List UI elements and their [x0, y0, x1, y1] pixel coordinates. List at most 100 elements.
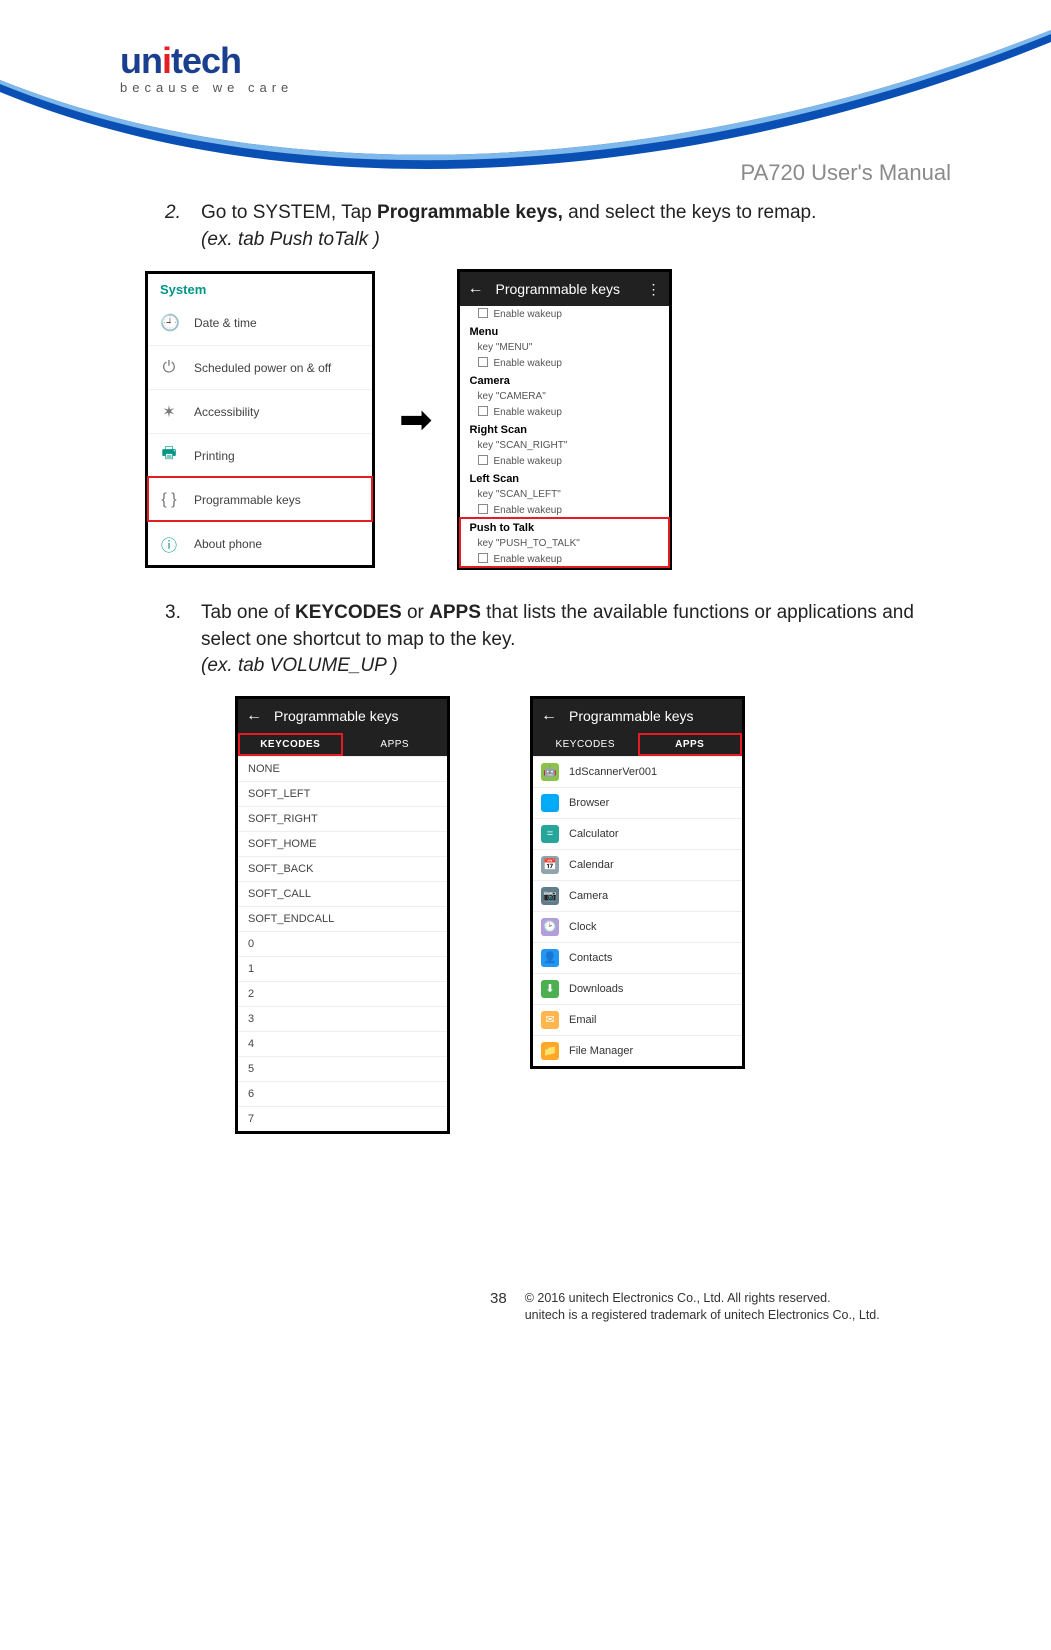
settings-row[interactable]: ⏻ Scheduled power on & off	[148, 345, 372, 389]
app-row[interactable]: ✉Email	[533, 1004, 742, 1035]
keycode-row[interactable]: SOFT_RIGHT	[238, 806, 447, 831]
logo: unitech because we care	[120, 40, 293, 95]
keycode-row[interactable]: 5	[238, 1056, 447, 1081]
keys-icon: { }	[160, 491, 178, 509]
key-group[interactable]: Right Scankey "SCAN_RIGHT"Enable wakeup	[460, 420, 669, 469]
accessibility-icon: ✶	[160, 402, 178, 422]
key-group-mapping: key "SCAN_RIGHT"	[460, 438, 669, 453]
copyright-line-2: unitech is a registered trademark of uni…	[525, 1308, 880, 1322]
keycode-row[interactable]: SOFT_BACK	[238, 856, 447, 881]
keycode-row[interactable]: SOFT_ENDCALL	[238, 906, 447, 931]
logo-word-1: un	[120, 40, 162, 81]
app-row-label: Downloads	[569, 983, 623, 995]
tab-keycodes[interactable]: KEYCODES	[238, 733, 343, 756]
back-icon[interactable]: ←	[541, 707, 557, 725]
back-icon[interactable]: ←	[468, 280, 484, 298]
key-group[interactable]: Menukey "MENU"Enable wakeup	[460, 322, 669, 371]
copyright: © 2016 unitech Electronics Co., Ltd. All…	[525, 1290, 880, 1324]
app-row-label: Contacts	[569, 952, 612, 964]
checkbox-icon[interactable]	[478, 504, 488, 514]
page-header: unitech because we care PA720 User's Man…	[0, 0, 1051, 200]
footer: 38 © 2016 unitech Electronics Co., Ltd. …	[0, 1290, 1051, 1324]
app-icon: 📅	[541, 856, 559, 874]
tab-apps[interactable]: APPS	[638, 733, 743, 756]
back-icon[interactable]: ←	[246, 707, 262, 725]
app-icon: 🤖	[541, 763, 559, 781]
settings-row[interactable]: { } Programmable keys	[148, 477, 372, 521]
app-row[interactable]: 📅 Calendar	[533, 849, 742, 880]
app-icon: 🌐	[541, 794, 559, 812]
key-group-wakeup[interactable]: Enable wakeup	[460, 502, 669, 518]
app-row[interactable]: 🕑Clock	[533, 911, 742, 942]
logo-dot: i	[162, 40, 171, 81]
settings-row-label: Accessibility	[194, 405, 259, 419]
key-group-title: Push to Talk	[460, 518, 669, 536]
app-icon: 👤	[541, 949, 559, 967]
key-group-wakeup[interactable]: Enable wakeup	[460, 551, 669, 567]
step-2-example: (ex. tab Push toTalk )	[201, 229, 380, 250]
keycode-row[interactable]: 3	[238, 1006, 447, 1031]
key-group-wakeup[interactable]: Enable wakeup	[460, 355, 669, 371]
page-number: 38	[490, 1290, 507, 1307]
copyright-line-1: © 2016 unitech Electronics Co., Ltd. All…	[525, 1291, 831, 1305]
app-row-label: 1dScannerVer001	[569, 766, 657, 778]
checkbox-icon[interactable]	[478, 357, 488, 367]
step-2-pre: Go to SYSTEM, Tap	[201, 202, 377, 223]
keycode-row[interactable]: 6	[238, 1081, 447, 1106]
settings-row[interactable]: 🖶Printing	[148, 433, 372, 477]
power-icon: ⏻	[160, 359, 178, 377]
settings-row[interactable]: 🕘Date & time	[148, 301, 372, 345]
settings-row-label: Scheduled power on & off	[194, 361, 331, 375]
app-row[interactable]: 🤖 1dScannerVer001	[533, 756, 742, 787]
tab-keycodes[interactable]: KEYCODES	[533, 733, 638, 756]
app-row[interactable]: 📷Camera	[533, 880, 742, 911]
appbar-title: Programmable keys	[569, 708, 734, 724]
keycode-row[interactable]: SOFT_HOME	[238, 831, 447, 856]
key-group-wakeup[interactable]: Enable wakeup	[460, 306, 669, 322]
app-row-label: Calendar	[569, 859, 614, 871]
app-row[interactable]: 👤 Contacts	[533, 942, 742, 973]
settings-row-label: Programmable keys	[194, 493, 301, 507]
keycode-row[interactable]: SOFT_LEFT	[238, 781, 447, 806]
keycode-row[interactable]: 0	[238, 931, 447, 956]
key-group-wakeup[interactable]: Enable wakeup	[460, 453, 669, 469]
tab-apps[interactable]: APPS	[343, 733, 448, 756]
key-group[interactable]: Left Scankey "SCAN_LEFT"Enable wakeup	[460, 469, 669, 518]
keycode-row[interactable]: 2	[238, 981, 447, 1006]
keycode-row[interactable]: 7	[238, 1106, 447, 1131]
tabs: KEYCODES APPS	[533, 733, 742, 756]
step-2-bold: Programmable keys,	[377, 202, 563, 223]
app-row-label: Browser	[569, 797, 609, 809]
appbar: ← Programmable keys	[533, 699, 742, 733]
key-group[interactable]: Camerakey "CAMERA"Enable wakeup	[460, 371, 669, 420]
app-row[interactable]: 📁File Manager	[533, 1035, 742, 1066]
app-row[interactable]: 🌐 Browser	[533, 787, 742, 818]
keycode-row[interactable]: 1	[238, 956, 447, 981]
step-3: 3. Tab one of KEYCODES or APPS that list…	[165, 600, 951, 680]
key-group[interactable]: Push to Talkkey "PUSH_TO_TALK"Enable wak…	[460, 518, 669, 567]
step-2-num: 2.	[165, 200, 201, 227]
key-group-title: Left Scan	[460, 469, 669, 487]
content: 2. Go to SYSTEM, Tap Programmable keys, …	[0, 200, 1051, 1134]
overflow-icon[interactable]: ⋮	[647, 281, 661, 298]
step-3-body: Tab one of KEYCODES or APPS that lists t…	[201, 600, 951, 680]
screenshot-system-settings: System 🕘Date & time⏻Scheduled power on &…	[145, 271, 375, 568]
app-row[interactable]: ⬇Downloads	[533, 973, 742, 1004]
keycode-row[interactable]: NONE	[238, 756, 447, 781]
keycode-row[interactable]: 4	[238, 1031, 447, 1056]
screenshot-keycodes: ← Programmable keys KEYCODES APPS NONESO…	[235, 696, 450, 1134]
step-2: 2. Go to SYSTEM, Tap Programmable keys, …	[165, 200, 951, 253]
settings-row[interactable]: ⓘAbout phone	[148, 521, 372, 565]
app-row[interactable]: =Calculator	[533, 818, 742, 849]
checkbox-icon[interactable]	[478, 406, 488, 416]
keycode-row[interactable]: SOFT_CALL	[238, 881, 447, 906]
checkbox-icon[interactable]	[478, 308, 488, 318]
key-group-wakeup[interactable]: Enable wakeup	[460, 404, 669, 420]
app-row-label: File Manager	[569, 1045, 633, 1057]
checkbox-icon[interactable]	[478, 553, 488, 563]
key-group[interactable]: Enable wakeup	[460, 306, 669, 322]
key-group-mapping: key "PUSH_TO_TALK"	[460, 536, 669, 551]
checkbox-icon[interactable]	[478, 455, 488, 465]
settings-row[interactable]: ✶ Accessibility	[148, 389, 372, 433]
print-icon: 🖶	[160, 442, 178, 469]
